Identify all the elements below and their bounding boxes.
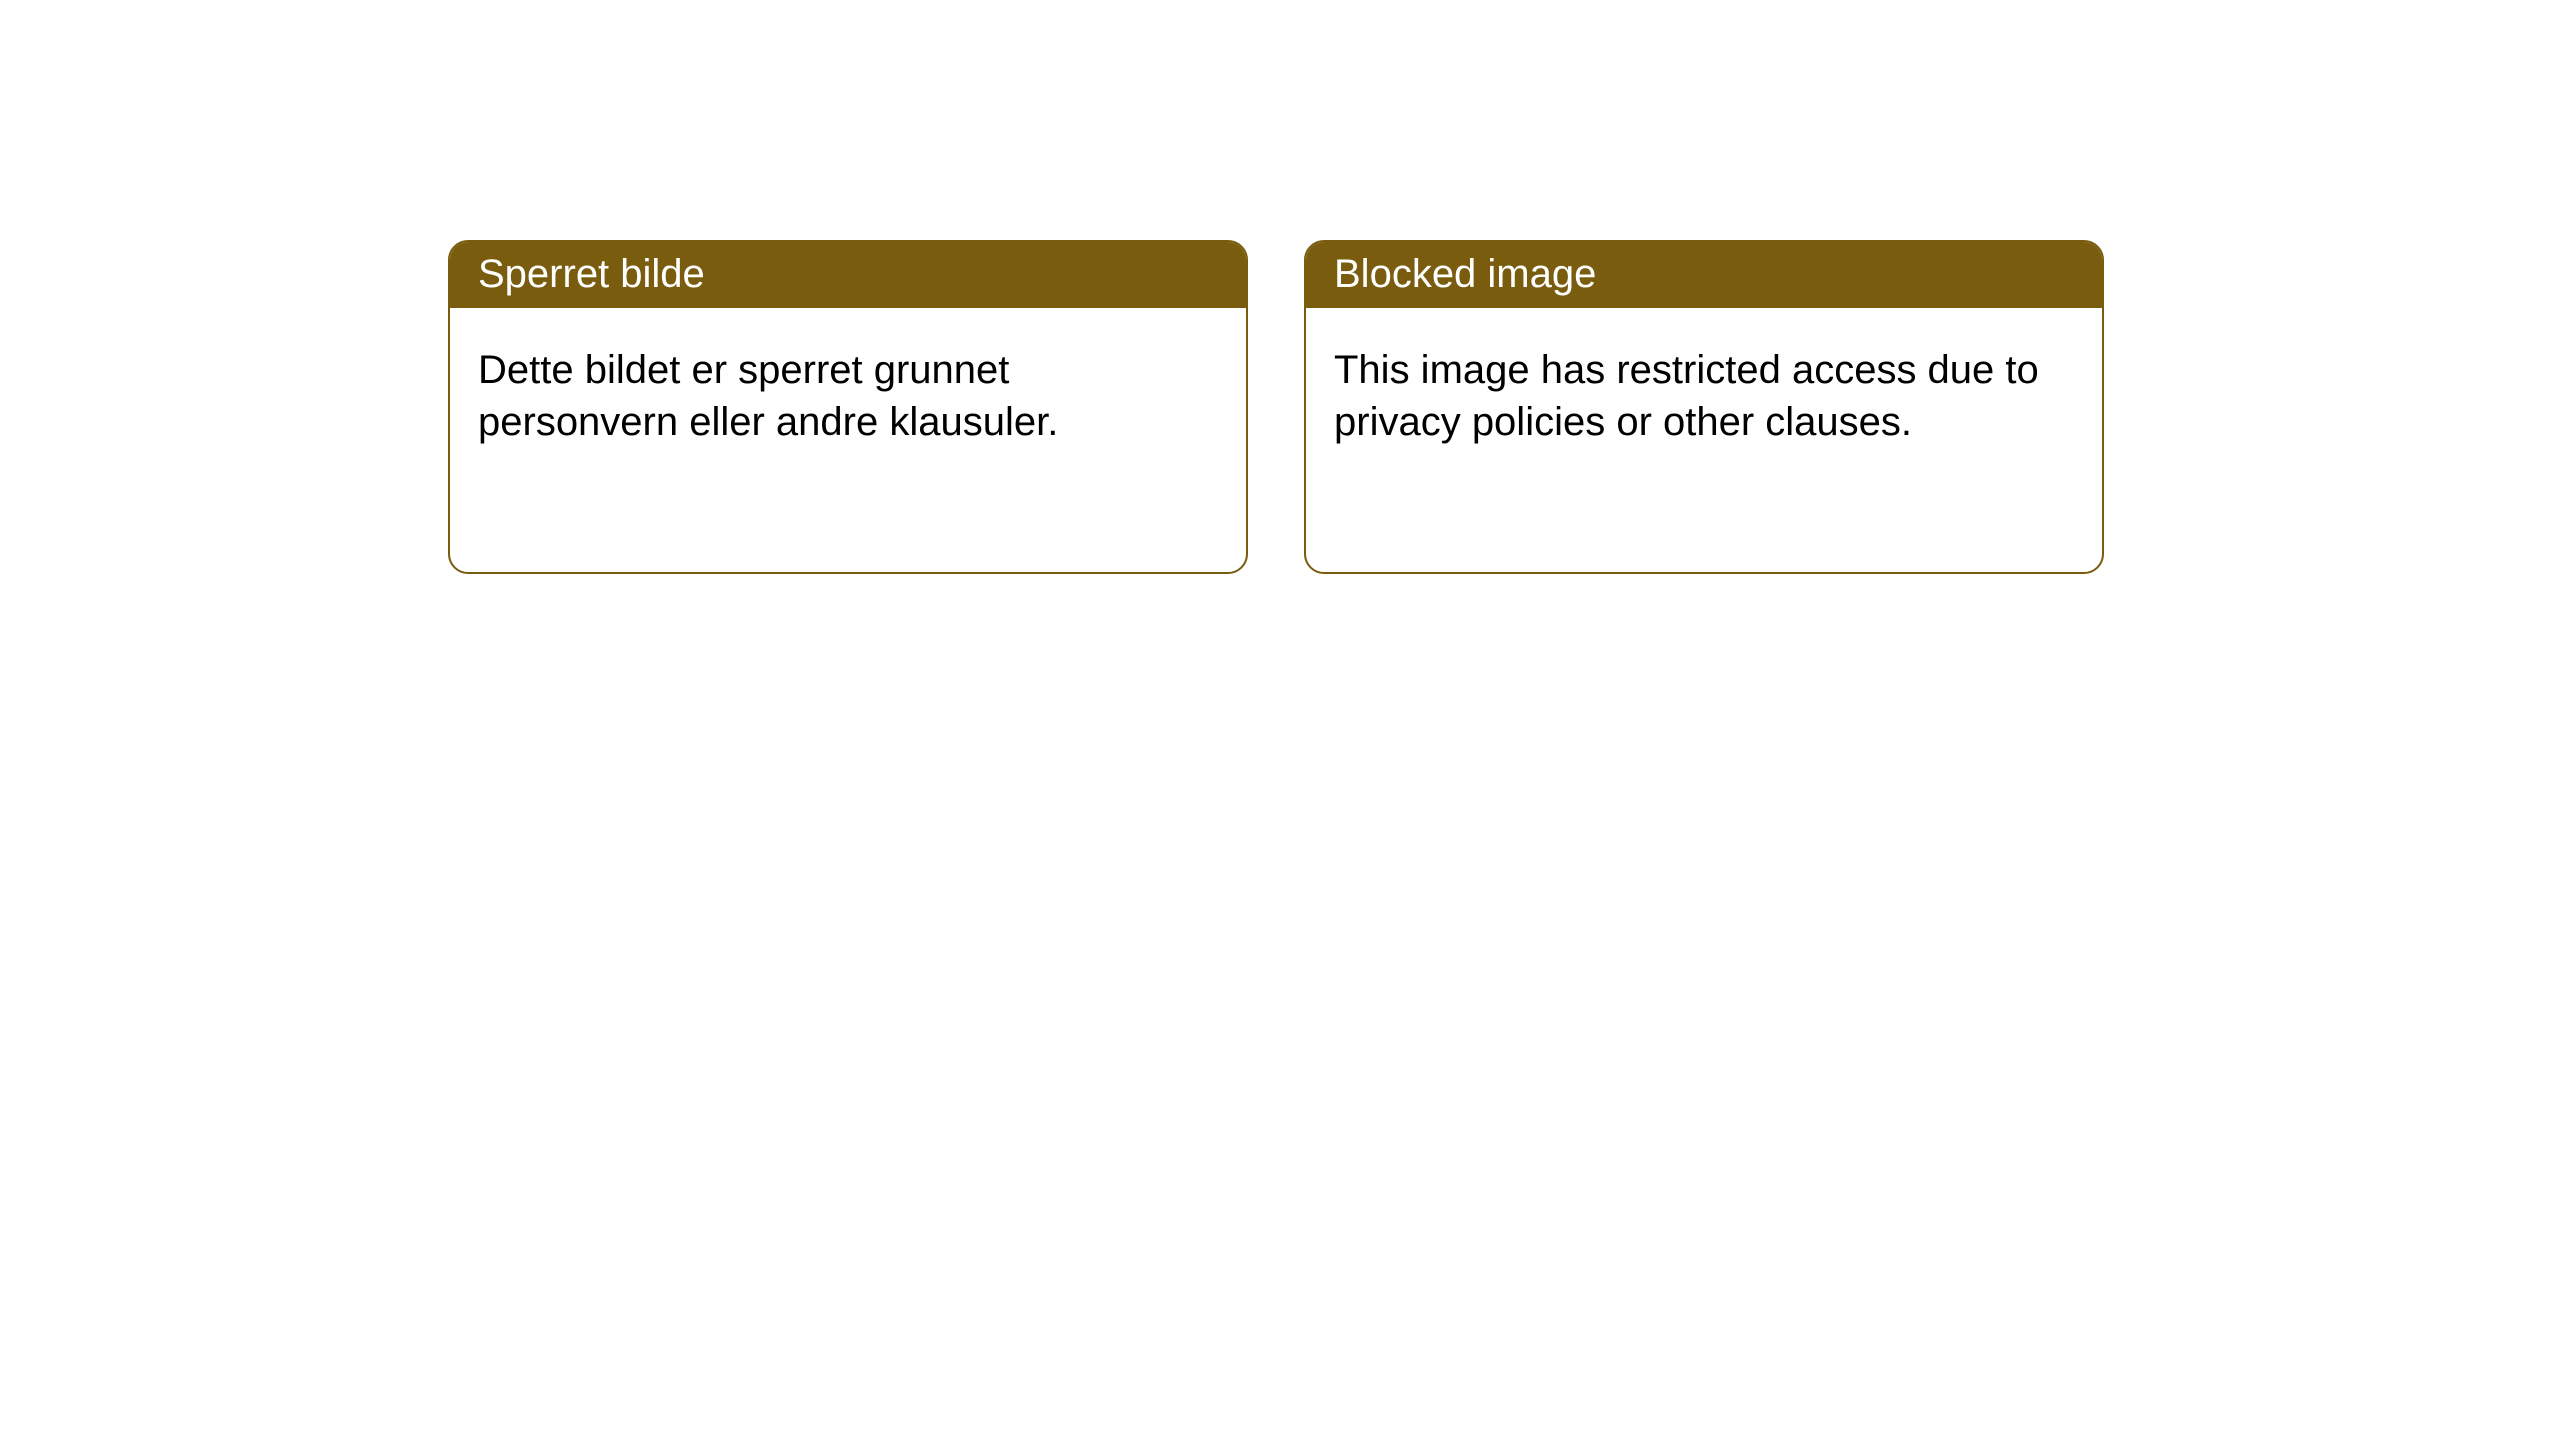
notice-body: Dette bildet er sperret grunnet personve… bbox=[450, 308, 1246, 484]
notice-title: Blocked image bbox=[1306, 242, 2102, 308]
notice-container: Sperret bilde Dette bildet er sperret gr… bbox=[0, 0, 2560, 574]
notice-title: Sperret bilde bbox=[450, 242, 1246, 308]
notice-card-english: Blocked image This image has restricted … bbox=[1304, 240, 2104, 574]
notice-card-norwegian: Sperret bilde Dette bildet er sperret gr… bbox=[448, 240, 1248, 574]
notice-body: This image has restricted access due to … bbox=[1306, 308, 2102, 484]
